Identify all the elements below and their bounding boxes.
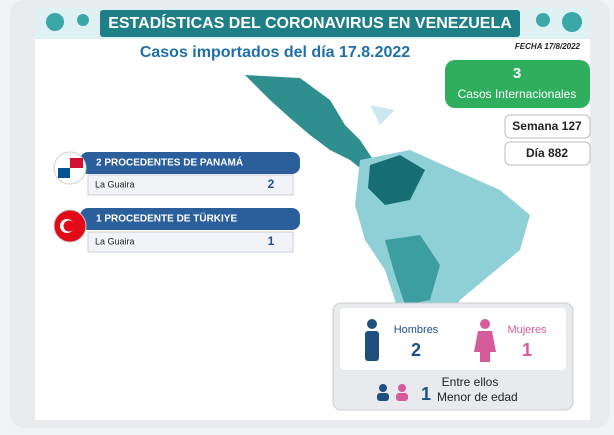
minors-label: Menor de edad bbox=[437, 390, 518, 404]
date: FECHA 17/8/2022 bbox=[515, 42, 581, 51]
gender-panel: Hombres 2 Mujeres 1 Entre ellos 1 Menor … bbox=[332, 302, 574, 411]
origin-state: La Guaira bbox=[95, 179, 135, 189]
origin-banner bbox=[80, 152, 300, 174]
women-count: 1 bbox=[522, 340, 532, 360]
origin-state: La Guaira bbox=[95, 236, 135, 246]
week: Semana 127 bbox=[512, 119, 582, 133]
virus-icon bbox=[77, 14, 89, 26]
day: Día 882 bbox=[526, 146, 568, 160]
origin-turkiye: 1 PROCEDENTE DE TÜRKIYE La Guaira 1 bbox=[53, 208, 300, 253]
origin-heading: 2 PROCEDENTES DE PANAMÁ bbox=[96, 156, 243, 169]
map-central-america bbox=[245, 75, 372, 172]
origin-banner bbox=[80, 208, 300, 230]
summary-count: 3 bbox=[513, 65, 521, 82]
flag-part bbox=[58, 168, 70, 178]
men-count: 2 bbox=[411, 340, 421, 360]
icon-body bbox=[365, 331, 379, 361]
origin-panama: 2 PROCEDENTES DE PANAMÁ La Guaira 2 bbox=[53, 151, 300, 196]
virus-icon bbox=[46, 13, 64, 31]
minors-count: 1 bbox=[421, 384, 431, 404]
title-band bbox=[100, 10, 520, 37]
icon-head bbox=[367, 319, 377, 329]
minor-icon bbox=[379, 384, 387, 392]
origin-row bbox=[87, 231, 294, 253]
week-box bbox=[504, 114, 591, 139]
icon-head bbox=[480, 319, 490, 329]
minor-icon bbox=[396, 393, 408, 401]
women-label: Mujeres bbox=[507, 324, 547, 336]
minors-intro: Entre ellos bbox=[442, 375, 499, 389]
virus-icon bbox=[562, 12, 582, 32]
men-label: Hombres bbox=[394, 324, 439, 336]
summary-box bbox=[445, 60, 590, 108]
flag-part bbox=[70, 158, 83, 168]
plane bbox=[370, 105, 395, 125]
summary-label: Casos Internacionales bbox=[458, 87, 577, 101]
minor-icon bbox=[398, 384, 406, 392]
flag-part bbox=[63, 220, 75, 232]
map-region bbox=[385, 235, 440, 305]
man-icon bbox=[365, 319, 379, 361]
gender-inner bbox=[340, 308, 566, 370]
origin-count: 2 bbox=[268, 177, 275, 191]
flag-part bbox=[58, 158, 70, 168]
origin-row bbox=[87, 174, 294, 196]
minor-icon bbox=[377, 393, 389, 401]
icon-body bbox=[474, 331, 496, 362]
map-venezuela bbox=[368, 155, 425, 205]
origin-heading: 1 PROCEDENTE DE TÜRKIYE bbox=[96, 212, 237, 225]
virus-icon bbox=[536, 13, 550, 27]
title: ESTADÍSTICAS DEL CORONAVIRUS EN VENEZUEL… bbox=[108, 13, 512, 32]
subtitle: Casos importados del día 17.8.2022 bbox=[140, 44, 410, 61]
map bbox=[245, 75, 530, 345]
woman-icon bbox=[474, 319, 496, 362]
virus-icons bbox=[46, 12, 582, 32]
origin-count: 1 bbox=[268, 234, 275, 248]
day-box bbox=[504, 141, 591, 166]
